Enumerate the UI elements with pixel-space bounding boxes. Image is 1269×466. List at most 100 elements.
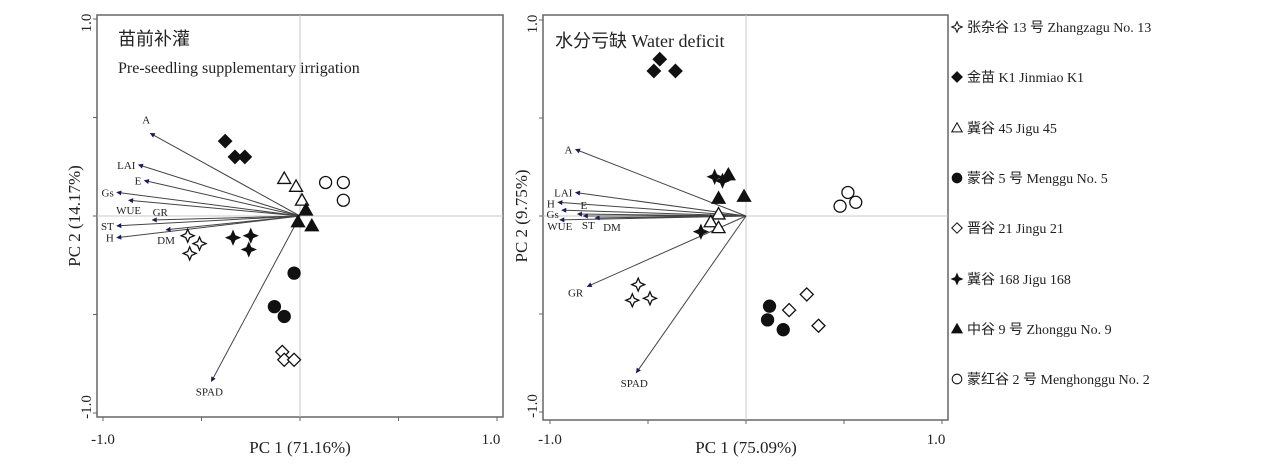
legend-label: 冀谷 45 Jigu 45 [967, 121, 1057, 137]
point-menghonggu2 [318, 175, 333, 190]
point-jinmiaoK1 [217, 133, 233, 149]
point-jinmiaoK1 [227, 149, 243, 165]
x-axis-title: PC 1 (75.09%) [695, 438, 797, 457]
legend-marker [950, 20, 964, 34]
loading-arrow-GR [151, 215, 301, 223]
legend-item-jigu45: 冀谷 45 Jigu 45 [950, 118, 1057, 138]
loading-arrow-ST [116, 215, 301, 229]
biplot-panel-1: -1.0 1.0 1.0 -1.0 PC 1 (71.16%) PC 2 (14.17%)… [65, 14, 504, 457]
point-jigu45 [288, 178, 304, 192]
legend-label: 张杂谷 13 号 Zhangzagu No. 13 [967, 21, 1152, 36]
point-menggu5 [287, 266, 301, 280]
point-zhangzagu13 [641, 290, 659, 307]
legend-marker [951, 172, 963, 184]
legend-label: 晋谷 21 Jingu 21 [967, 222, 1064, 238]
point-jingu21 [781, 302, 797, 318]
point-jigu45 [710, 219, 727, 234]
legend-marker [950, 271, 964, 286]
x-tick-label: -1.0 [91, 432, 115, 448]
loading-label-E: E [580, 200, 587, 212]
loading-arrow-WUE [128, 198, 301, 217]
point-menghonggu2 [336, 193, 350, 207]
loading-arrow-A [575, 148, 747, 217]
legend-label: 冀谷 168 Jigu 168 [967, 272, 1071, 288]
point-zhonggu9 [736, 188, 752, 202]
loading-label-DM: DM [603, 222, 621, 234]
loading-arrow-E [143, 179, 301, 217]
point-zhonggu9 [720, 167, 736, 181]
loading-arrow-SPAD [635, 215, 747, 374]
panel-title-cn: 水分亏缺 Water deficit [555, 31, 725, 51]
point-menggu5 [760, 313, 775, 327]
open-triangle-marker-icon [950, 121, 964, 133]
y-tick-label: -1.0 [79, 395, 95, 419]
loading-label-H: H [106, 233, 114, 245]
loading-label-LAI: LAI [117, 160, 136, 172]
loading-label-Gs: Gs [102, 187, 114, 199]
legend-item-jinmiaoK1: 金苗 K1 Jinmiao K1 [950, 67, 1084, 87]
point-menggu5 [762, 299, 777, 313]
x-axis-title: PC 1 (71.16%) [249, 438, 351, 457]
point-jigu45 [294, 192, 310, 206]
legend-label: 中谷 9 号 Zhonggu No. 9 [967, 322, 1112, 338]
open-star-marker-icon [950, 20, 964, 34]
point-zhonggu9 [304, 218, 320, 232]
x-tick-label: 1.0 [482, 432, 501, 448]
filled-star-marker-icon [950, 271, 964, 286]
legend-item-jigu168: 冀谷 168 Jigu 168 [950, 269, 1071, 289]
point-menggu5 [267, 299, 282, 314]
point-zhangzagu13 [630, 276, 647, 293]
filled-triangle-marker-icon [950, 322, 964, 334]
legend-marker [950, 121, 964, 133]
point-zhonggu9 [710, 190, 727, 204]
y-tick-label: -1.0 [525, 394, 541, 418]
loading-label-E: E [135, 176, 142, 188]
loading-arrow-LAI [137, 163, 301, 217]
point-jinmiaoK1 [646, 63, 662, 79]
loading-label-GR: GR [153, 207, 169, 219]
loading-arrow-SPAD [210, 215, 301, 382]
loading-label-SPAD: SPAD [196, 386, 223, 398]
legend-item-zhangzagu13: 张杂谷 13 号 Zhangzagu No. 13 [950, 17, 1151, 37]
panel-title-en: Pre-seedling supplementary irrigation [118, 60, 360, 77]
point-jigu45 [703, 214, 719, 228]
point-zhonggu9 [290, 214, 306, 228]
point-menggu5 [776, 323, 790, 337]
point-menggu5 [277, 309, 291, 324]
loading-label-WUE: WUE [547, 221, 572, 233]
x-tick-label: -1.0 [538, 432, 562, 448]
legend-item-menggu5: 蒙谷 5 号 Menggu No. 5 [950, 168, 1108, 188]
panel-title-cn: 苗前补灌 [118, 29, 190, 49]
loading-label-ST: ST [101, 221, 114, 233]
point-jinmiaoK1 [668, 63, 683, 79]
loading-label-Gs: Gs [547, 209, 559, 221]
y-axis-title: PC 2 (14.17%) [65, 165, 84, 267]
point-jigu168 [242, 227, 259, 244]
loading-label-WUE: WUE [116, 205, 141, 217]
filled-circle-marker-icon [951, 172, 963, 184]
legend-item-menghonggu2: 蒙红谷 2 号 Menghonggu No. 2 [950, 369, 1150, 389]
point-jigu45 [710, 206, 727, 220]
loading-label-A: A [142, 114, 150, 126]
point-jinmiaoK1 [237, 149, 253, 165]
loading-label-DM: DM [157, 235, 175, 247]
legend-label: 蒙红谷 2 号 Menghonggu No. 2 [967, 373, 1150, 389]
filled-diamond-marker-icon [951, 71, 963, 84]
point-zhangzagu13 [181, 245, 198, 262]
legend-marker [950, 322, 964, 334]
point-zhangzagu13 [624, 292, 641, 309]
legend-item-jingu21: 晋谷 21 Jingu 21 [950, 218, 1064, 238]
point-jigu168 [706, 168, 723, 185]
loading-arrow-DM [165, 215, 301, 232]
point-jigu168 [240, 241, 257, 258]
legend-label: 金苗 K1 Jinmiao K1 [967, 71, 1085, 87]
loading-label-LAI: LAI [554, 187, 573, 199]
point-zhangzagu13 [191, 235, 208, 252]
point-jingu21 [811, 318, 826, 334]
legend-marker [951, 373, 963, 385]
point-menghonggu2 [849, 195, 863, 209]
point-jinmiaoK1 [652, 51, 668, 67]
point-jingu21 [286, 352, 302, 368]
loading-arrow-Gs [116, 190, 301, 217]
